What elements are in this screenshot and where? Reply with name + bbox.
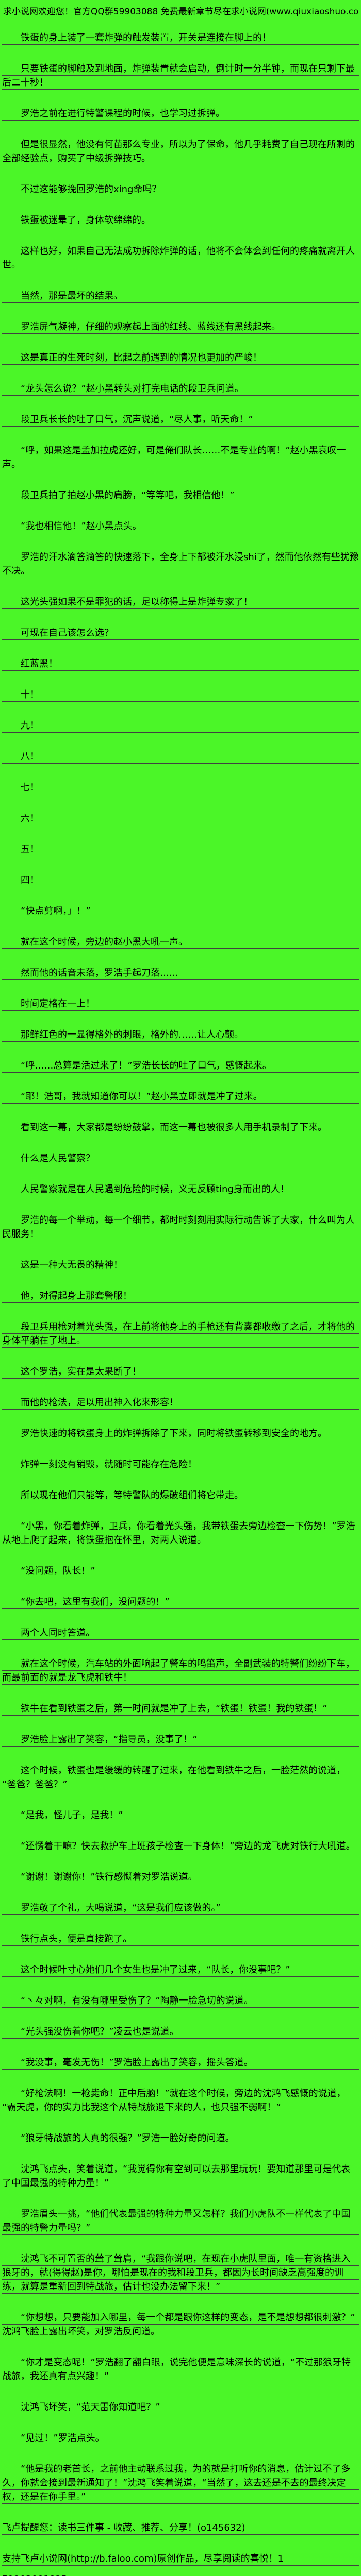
paragraph: 沈鸿飞点头，笑着说道，“我觉得你有空到可以去那里玩玩！要知道那里可是代表了中国最… — [2, 2162, 359, 2190]
paragraph: 而他的枪法，足以用出神入化来形容！ — [2, 1396, 359, 1410]
paragraph: 那鲜红色的一显得格外的刺眼，格外的……让人心颤。 — [2, 1028, 359, 1042]
paragraph: “小黑，你看着炸弹，卫兵，你看着光头强，我带铁蛋去旁边检查一下伤势！”罗浩从地上… — [2, 1519, 359, 1547]
paragraph: 就在这个时候，汽车站的外面响起了警车的鸣笛声，全副武装的特警们纷纷下车，而最前面… — [2, 1657, 359, 1685]
paragraph: 支持飞卢小说网(http://b.faloo.com)原创作品，尽享阅读的喜悦！… — [2, 2552, 359, 2566]
paragraph: 然而他的话音未落，罗浩手起刀落…… — [2, 966, 359, 980]
paragraph: 炸弹一刻没有销毁，就随时可能存在危险！ — [2, 1458, 359, 1471]
paragraph: 四！ — [2, 873, 359, 887]
paragraph: 十！ — [2, 688, 359, 702]
paragraph: 这个时候叶寸心她们几个女生也是冲了过来，“队长，你没事吧？” — [2, 1963, 359, 1977]
paragraph: 罗浩之前在进行特警课程的时候，也学习过拆弹。 — [2, 107, 359, 121]
chapter-text: 铁蛋的身上装了一套炸弹的触发装置，开关是连接在脚上的！ 只要铁蛋的脚触及到地面，炸… — [2, 31, 359, 2504]
paragraph: “丶々对啊，有没有哪里受伤了？”陶静一脸急切的说道。 — [2, 1994, 359, 2008]
paragraph: 飞卢提醒您：读书三件事 - 收藏、推荐、分享！(o145632) — [2, 2521, 359, 2535]
paragraph: “光头强没伤着你吧？”凌云也是说道。 — [2, 2025, 359, 2039]
paragraph: 只要铁蛋的脚触及到地面，炸弹装置就会启动，倒计时一分半钟，而现在只剩下最后二十秒… — [2, 62, 359, 90]
paragraph: 沈鸿飞不可置否的耸了耸肩，“我跟你说吧，在现在小虎队里面，唯一有资格进入狼牙的，… — [2, 2252, 359, 2294]
paragraph: 这个时候，铁蛋也是缓缓的转醒了过来，在他看到铁牛之后，一脸茫然的说道，“爸爸？爸… — [2, 1764, 359, 1791]
paragraph: “他是我的老首长，之前他主动联系过我，为的就是打听你的消息，估计过不了多久，你就… — [2, 2462, 359, 2504]
paragraph: 可现在自己该怎么选？ — [2, 626, 359, 640]
paragraph: 六！ — [2, 811, 359, 825]
paragraph: 罗浩的汗水滴答滴答的快速落下，全身上下都被汗水浸shi了，然而他依然有些犹豫不决… — [2, 550, 359, 578]
paragraph: 所以现在他们只能等，等特警队的爆破组们将它带走。 — [2, 1488, 359, 1502]
paragraph: 当然，那是最坏的结果。 — [2, 289, 359, 303]
paragraph: 这是一种大无畏的精神！ — [2, 1258, 359, 1272]
paragraph: 七！ — [2, 781, 359, 794]
paragraph: 罗浩的每一个举动，每一个细节，都时时刻刻用实际行动告诉了大家，什么叫为人民服务！ — [2, 1213, 359, 1241]
paragraph: 他，对得起身上那套警服！ — [2, 1289, 359, 1303]
paragraph: “耶！浩哥，我就知道你可以！”赵小黑立即就是冲了过来。 — [2, 1090, 359, 1104]
paragraph: 段卫兵长长的吐了口气，沉声说道，“尽人事，听天命！” — [2, 413, 359, 427]
paragraph: “你想想，只要能加入哪里，每一个都是跟你这样的变态，是不是想想都很刺激？”沈鸿飞… — [2, 2311, 359, 2338]
paragraph: 不过这能够挽回罗浩的xing命吗？ — [2, 182, 359, 196]
paragraph: 铁蛋的身上装了一套炸弹的触发装置，开关是连接在脚上的！ — [2, 31, 359, 45]
paragraph: “我也相信他！”赵小黑点头。 — [2, 519, 359, 533]
paragraph: 但是很显然，他没有何苗那么专业，所以为了保命，他几乎耗费了自己现在所剩的全部经验… — [2, 138, 359, 165]
paragraph: “还愣着干嘛？快去救护车上班孩子检查一下身体！”旁边的龙飞虎对铁行大吼道。 — [2, 1839, 359, 1853]
paragraph: 八！ — [2, 750, 359, 764]
paragraph: 铁蛋被迷晕了，身体软绵绵的。 — [2, 213, 359, 227]
paragraph: 时间定格在一上！ — [2, 997, 359, 1011]
paragraph: 这是真正的生死时刻，比起之前遇到的情况也更加的严峻！ — [2, 351, 359, 365]
paragraph: “你去吧，这里有我们，没问题的！” — [2, 1595, 359, 1609]
paragraph: “龙头怎么说？”赵小黑转头对打完电话的段卫兵问道。 — [2, 382, 359, 396]
paragraph: 罗浩眉头一挑，“他们代表最强的特种力量又怎样？我们小虎队不一样代表了中国最强的特… — [2, 2207, 359, 2235]
paragraph: 段卫兵用枪对着光头强，在上前将他身上的手枪还有背囊都收缴了之后，才将他的身体平躺… — [2, 1320, 359, 1348]
paragraph: “狼牙特战旅的人真的很强？”罗浩一脸好奇的问道。 — [2, 2131, 359, 2145]
paragraph: 铁牛在看到铁蛋之后，第一时间就是冲了上去，“铁蛋！铁蛋！我的铁蛋！” — [2, 1702, 359, 1716]
paragraph: 铁行点头，便是直接跑了。 — [2, 1932, 359, 1946]
paragraph: 罗浩脸上露出了笑容，“指导员，没事了！” — [2, 1733, 359, 1747]
paragraph: 什么是人民警察？ — [2, 1151, 359, 1165]
paragraph: “没问题，队长！” — [2, 1564, 359, 1578]
paragraph: “是我，怪儿子，是我！” — [2, 1808, 359, 1822]
paragraph: 沈鸿飞坏笑，“范天雷你知道吧？” — [2, 2400, 359, 2414]
paragraph: “快点剪啊，」！” — [2, 904, 359, 918]
paragraph: 人民警察就是在人民遇到危险的时候，义无反顾ting身而出的人！ — [2, 1182, 359, 1196]
paragraph: 就在这个时候，旁边的赵小黑大吼一声。 — [2, 935, 359, 949]
paragraph: “你才是变态呢！”罗浩翻了翻白眼，说完他便是意味深长的说道，“不过那狼牙特战旅，… — [2, 2355, 359, 2383]
paragraph: 罗浩快速的将铁蛋身上的炸弹拆除了下来，同时将铁蛋转移到安全的地方。 — [2, 1427, 359, 1440]
paragraph: “我没事，毫发无伤！”罗浩脸上露出了笑容，摇头答道。 — [2, 2056, 359, 2070]
book-id-code: 51103001825 — [2, 2572, 359, 2576]
paragraph: 红蓝黑！ — [2, 657, 359, 671]
paragraph: “呼，如果这是孟加拉虎还好，可是俺们队长……不是专业的啊！”赵小黑哀叹一声。 — [2, 444, 359, 471]
paragraph: 九！ — [2, 719, 359, 733]
paragraph: “谢谢！谢谢你！”铁行感慨着对罗浩说道。 — [2, 1870, 359, 1884]
paragraph: 罗浩屏气凝神，仔细的观察起上面的红线、蓝线还有黑线起来。 — [2, 320, 359, 334]
paragraph: 这个罗浩，实在是太果断了！ — [2, 1365, 359, 1379]
site-welcome-banner: 求小说网欢迎您！官方QQ群59903088 免费最新章节尽在求小说网(www.q… — [3, 7, 359, 17]
paragraph: 这样也好，如果自己无法成功拆除炸弹的话，他将不会体会到任何的疼痛就离开人世。 — [2, 244, 359, 272]
faloo-notice-block: 飞卢提醒您：读书三件事 - 收藏、推荐、分享！(o145632) 支持飞卢小说网(… — [2, 2521, 359, 2566]
paragraph: 段卫兵拍了拍赵小黑的肩膀，“等等吧，我相信他！” — [2, 488, 359, 502]
paragraph: “见过！”罗浩点头。 — [2, 2431, 359, 2445]
paragraph: “呼……总算是活过来了！”罗浩长长的吐了口气，感慨起来。 — [2, 1059, 359, 1073]
paragraph: 看到这一幕，大家都是纷纷鼓掌，而这一幕也被很多人用手机录制了下来。 — [2, 1121, 359, 1134]
paragraph: 五！ — [2, 842, 359, 856]
paragraph: 这光头强如果不是罪犯的话，足以称得上是炸弹专家了！ — [2, 595, 359, 609]
paragraph: “好枪法啊！一枪毙命！正中后脑！”就在这个时候，旁边的沈鸿飞感慨的说道，“霸天虎… — [2, 2087, 359, 2114]
paragraph: 两个人同时答道。 — [2, 1626, 359, 1640]
paragraph: 罗浩敬了个礼，大喝说道，“这是我们应该做的。” — [2, 1901, 359, 1915]
